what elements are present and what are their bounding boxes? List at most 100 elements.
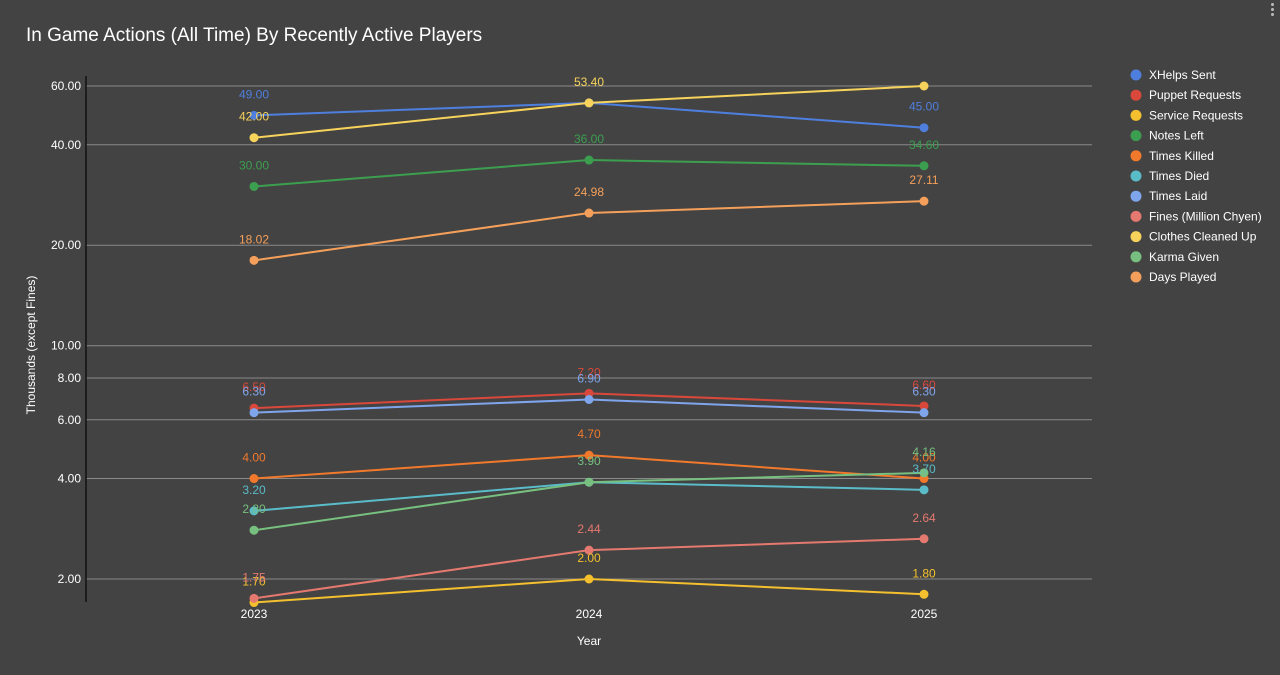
data-point — [919, 161, 929, 171]
data-label: 6.30 — [912, 385, 936, 399]
data-label: 18.02 — [239, 232, 269, 246]
data-label: 49.00 — [239, 87, 269, 101]
data-label: 6.50 — [242, 380, 266, 394]
data-label: 27.11 — [909, 173, 938, 187]
data-point — [919, 408, 929, 418]
data-point — [584, 208, 594, 218]
data-point — [249, 255, 259, 265]
data-point — [249, 110, 259, 120]
data-label: 2.00 — [577, 551, 601, 565]
data-point — [584, 545, 594, 555]
y-tick-label: 8.00 — [58, 371, 82, 385]
data-label: 24.98 — [574, 185, 604, 199]
data-point — [919, 401, 929, 411]
data-label: 45.00 — [909, 100, 939, 114]
legend-item: Puppet Requests — [1149, 88, 1241, 102]
legend-item: Days Played — [1149, 270, 1216, 284]
legend-marker — [1130, 231, 1142, 243]
data-point — [919, 196, 929, 206]
legend-item: Notes Left — [1149, 129, 1204, 143]
legend: XHelps Sent Puppet Requests Service Reques… — [1130, 68, 1262, 284]
data-point — [249, 181, 259, 191]
legend-marker — [1130, 170, 1142, 182]
data-label: 1.80 — [912, 566, 936, 580]
legend-marker — [1130, 130, 1142, 142]
y-tick-label: 10.00 — [51, 339, 81, 353]
data-label: 4.16 — [912, 445, 936, 459]
x-axis-title: Year — [577, 634, 601, 648]
data-point — [249, 506, 259, 516]
x-tick-label: 2025 — [911, 607, 938, 621]
data-point — [584, 477, 594, 487]
data-label: 2.44 — [577, 522, 601, 536]
data-label: 4.70 — [577, 427, 601, 441]
data-label: 3.90 — [577, 454, 601, 468]
data-label: 1.75 — [242, 570, 266, 584]
data-point — [584, 98, 594, 108]
legend-marker — [1130, 271, 1142, 283]
data-point — [249, 133, 259, 143]
data-point — [919, 589, 929, 599]
legend-marker — [1130, 190, 1142, 202]
data-point — [584, 450, 594, 460]
legend-item: Fines (Million Chyen) — [1149, 209, 1262, 223]
data-label: 1.70 — [242, 575, 266, 589]
data-label: 7.20 — [577, 365, 601, 379]
more-vert-icon[interactable] — [1268, 2, 1276, 20]
x-tick-label: 2023 — [241, 607, 268, 621]
data-label: 6.60 — [912, 378, 936, 392]
data-label: 53.40 — [574, 75, 604, 89]
chart-title: In Game Actions (All Time) By Recently A… — [26, 25, 483, 46]
legend-marker — [1130, 109, 1142, 121]
data-label: 2.80 — [242, 502, 266, 516]
data-point — [584, 394, 594, 404]
data-label: 34.60 — [909, 138, 939, 152]
data-labels: 49.00 45.00 6.50 7.20 6.60 1.70 2.00 1.80 30.00 3… — [239, 75, 939, 589]
y-tick-label: 6.00 — [58, 413, 82, 427]
data-point — [249, 408, 259, 418]
data-label: 4.00 — [242, 451, 266, 465]
legend-item: Times Killed — [1149, 149, 1214, 163]
y-tick-label: 20.00 — [51, 238, 81, 252]
data-point — [249, 474, 259, 484]
legend-item: Karma Given — [1149, 250, 1219, 264]
data-point — [249, 525, 259, 535]
data-label: 4.00 — [912, 451, 936, 465]
data-point — [584, 155, 594, 165]
data-point — [584, 388, 594, 398]
y-tick-label: 60.00 — [51, 79, 81, 93]
legend-marker — [1130, 210, 1142, 222]
legend-item: Service Requests — [1149, 108, 1243, 122]
data-point — [919, 534, 929, 544]
data-point — [919, 123, 929, 133]
legend-marker — [1130, 150, 1142, 162]
data-label: 36.00 — [574, 132, 604, 146]
axes: 2.00 4.00 6.00 8.00 10.00 20.00 40.00 60.00 2023… — [24, 76, 938, 648]
data-point — [919, 485, 929, 495]
data-label: 3.20 — [242, 483, 266, 497]
data-label: 2.64 — [912, 511, 936, 525]
legend-item: Times Died — [1149, 169, 1209, 183]
legend-marker — [1130, 251, 1142, 263]
y-axis-title: Thousands (except Fines) — [24, 276, 38, 415]
legend-item: Times Laid — [1149, 189, 1207, 203]
legend-marker — [1130, 89, 1142, 101]
data-label: 30.00 — [239, 158, 269, 172]
legend-item: Clothes Cleaned Up — [1149, 230, 1257, 244]
legend-marker — [1130, 69, 1142, 81]
legend-item: XHelps Sent — [1149, 68, 1216, 82]
y-tick-label: 40.00 — [51, 138, 81, 152]
y-tick-label: 4.00 — [58, 472, 82, 486]
data-point — [919, 468, 929, 478]
data-label: 42.00 — [239, 110, 269, 124]
data-label: 6.90 — [577, 371, 601, 385]
series — [249, 81, 929, 608]
data-label: 6.30 — [242, 385, 266, 399]
y-tick-label: 2.00 — [58, 572, 82, 586]
data-point — [249, 593, 259, 603]
x-tick-label: 2024 — [576, 607, 603, 621]
data-point — [919, 81, 929, 91]
data-label: 3.70 — [912, 462, 936, 476]
data-point — [584, 574, 594, 584]
